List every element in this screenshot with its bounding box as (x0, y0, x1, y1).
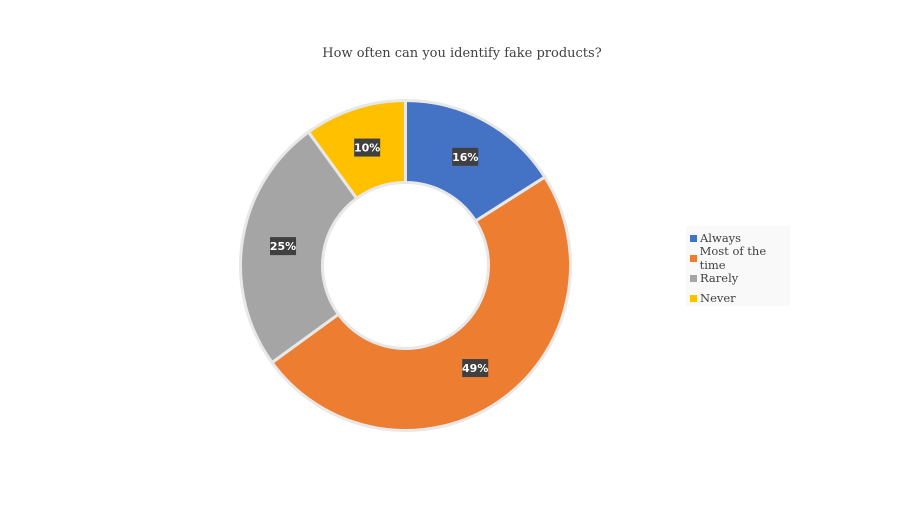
svg-text:25%: 25% (270, 240, 296, 253)
data-label: 10% (354, 138, 380, 157)
legend-swatch (690, 274, 697, 282)
legend-item: Never (686, 288, 790, 308)
legend-item: Most of the time (686, 244, 790, 272)
legend-label: Always (700, 231, 742, 245)
legend-swatch (690, 234, 697, 242)
legend-label: Most of the time (699, 244, 767, 272)
legend-label: Rarely (700, 271, 739, 285)
svg-text:10%: 10% (354, 142, 380, 155)
svg-text:49%: 49% (462, 362, 488, 375)
data-label: 49% (462, 359, 488, 378)
slice-rarely (239, 129, 359, 365)
legend-item: Rarely (686, 268, 790, 288)
data-label: 25% (270, 237, 296, 256)
legend: Always Most of the time Rarely Never (686, 226, 790, 306)
data-label: 16% (452, 147, 478, 166)
legend-swatch (690, 254, 697, 262)
legend-label: Never (700, 291, 736, 305)
legend-item: Always (686, 228, 790, 248)
legend-swatch (690, 294, 697, 302)
slice-most-of-the-time (269, 175, 572, 432)
svg-text:16%: 16% (452, 151, 478, 164)
chart-title: How often can you identify fake products… (322, 46, 602, 61)
